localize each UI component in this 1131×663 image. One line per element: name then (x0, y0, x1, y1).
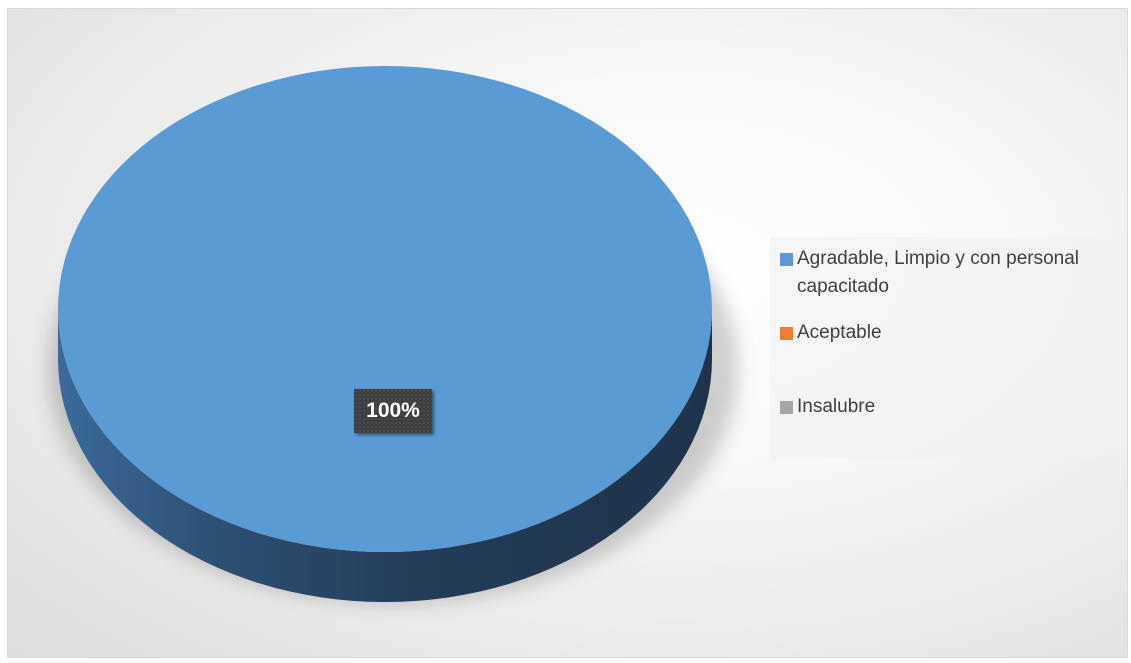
legend-label-aceptable: Aceptable (797, 322, 882, 343)
legend-label-insalubre: Insalubre (797, 396, 876, 417)
pie-chart (48, 66, 738, 604)
chart-area: 100% Agradable, Limpio y con personal ca… (7, 8, 1128, 658)
data-label-agradable: 100% (354, 389, 432, 433)
legend-label-agradable: Agradable, Limpio y con personal capacit… (797, 248, 1080, 297)
legend-swatch-aceptable (780, 327, 793, 340)
legend-item-insalubre[interactable]: Insalubre (780, 393, 1127, 421)
legend-item-aceptable[interactable]: Aceptable (780, 319, 1127, 347)
legend-swatch-insalubre (780, 401, 793, 414)
legend-item-agradable[interactable]: Agradable, Limpio y con personal capacit… (780, 245, 1127, 301)
pie-slice-side (58, 309, 712, 602)
legend: Agradable, Limpio y con personal capacit… (770, 237, 1127, 459)
pie-slice-agradable[interactable] (58, 66, 712, 552)
legend-swatch-agradable (780, 253, 793, 266)
